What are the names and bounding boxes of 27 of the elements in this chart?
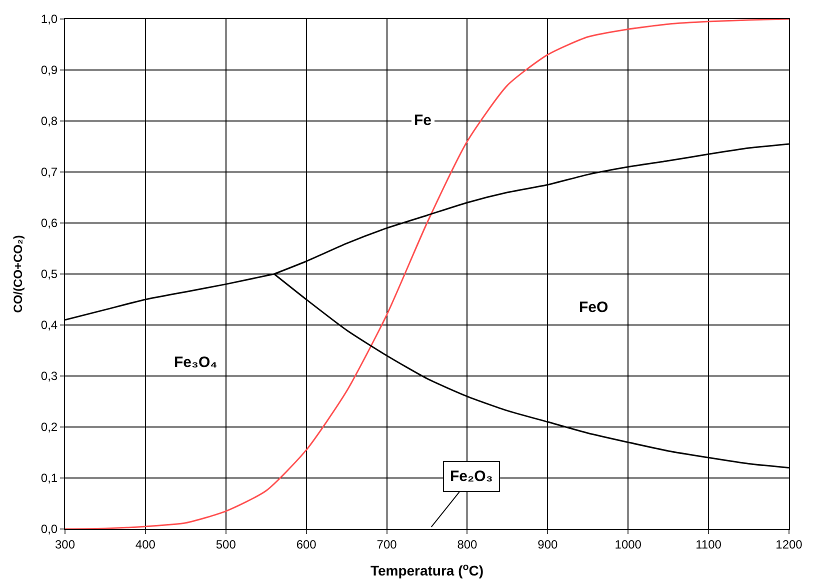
y-tick-label: 0,4 xyxy=(40,318,58,332)
annotation: Fe₃O₄ xyxy=(174,354,218,371)
y-tick-label: 0,0 xyxy=(40,522,58,536)
x-tick-label: 700 xyxy=(376,537,398,552)
y-tick-label: 0,9 xyxy=(40,63,58,78)
annotation: Fe xyxy=(414,112,432,129)
y-tick-label: 0,2 xyxy=(40,420,58,434)
y-tick-label: 0,3 xyxy=(40,369,58,384)
y-tick-label: 1,0 xyxy=(40,12,58,26)
x-tick-label: 1000 xyxy=(614,537,642,552)
y-tick-label: 0,7 xyxy=(40,165,58,180)
y-tick-label: 0,6 xyxy=(40,216,58,230)
x-tick-label: 400 xyxy=(135,537,156,552)
x-tick-label: 300 xyxy=(54,537,76,552)
x-axis-title: Temperatura ($^{o}$C) xyxy=(370,562,484,579)
y-tick-label: 0,1 xyxy=(40,471,58,486)
x-tick-label: 800 xyxy=(457,537,478,552)
annotation: Fe₂O₃ xyxy=(450,468,493,485)
y-axis-title: CO/(CO+CO₂) xyxy=(11,235,26,313)
y-tick-label: 0,8 xyxy=(40,114,58,128)
x-tick-label: 1200 xyxy=(776,537,803,552)
x-tick-label: 600 xyxy=(296,537,317,552)
x-tick-label: 500 xyxy=(216,537,236,552)
annotation: FeO xyxy=(579,299,609,316)
x-tick-label: 1100 xyxy=(696,537,722,552)
x-tick-label: 900 xyxy=(538,537,558,552)
y-tick-label: 0,5 xyxy=(40,267,58,282)
